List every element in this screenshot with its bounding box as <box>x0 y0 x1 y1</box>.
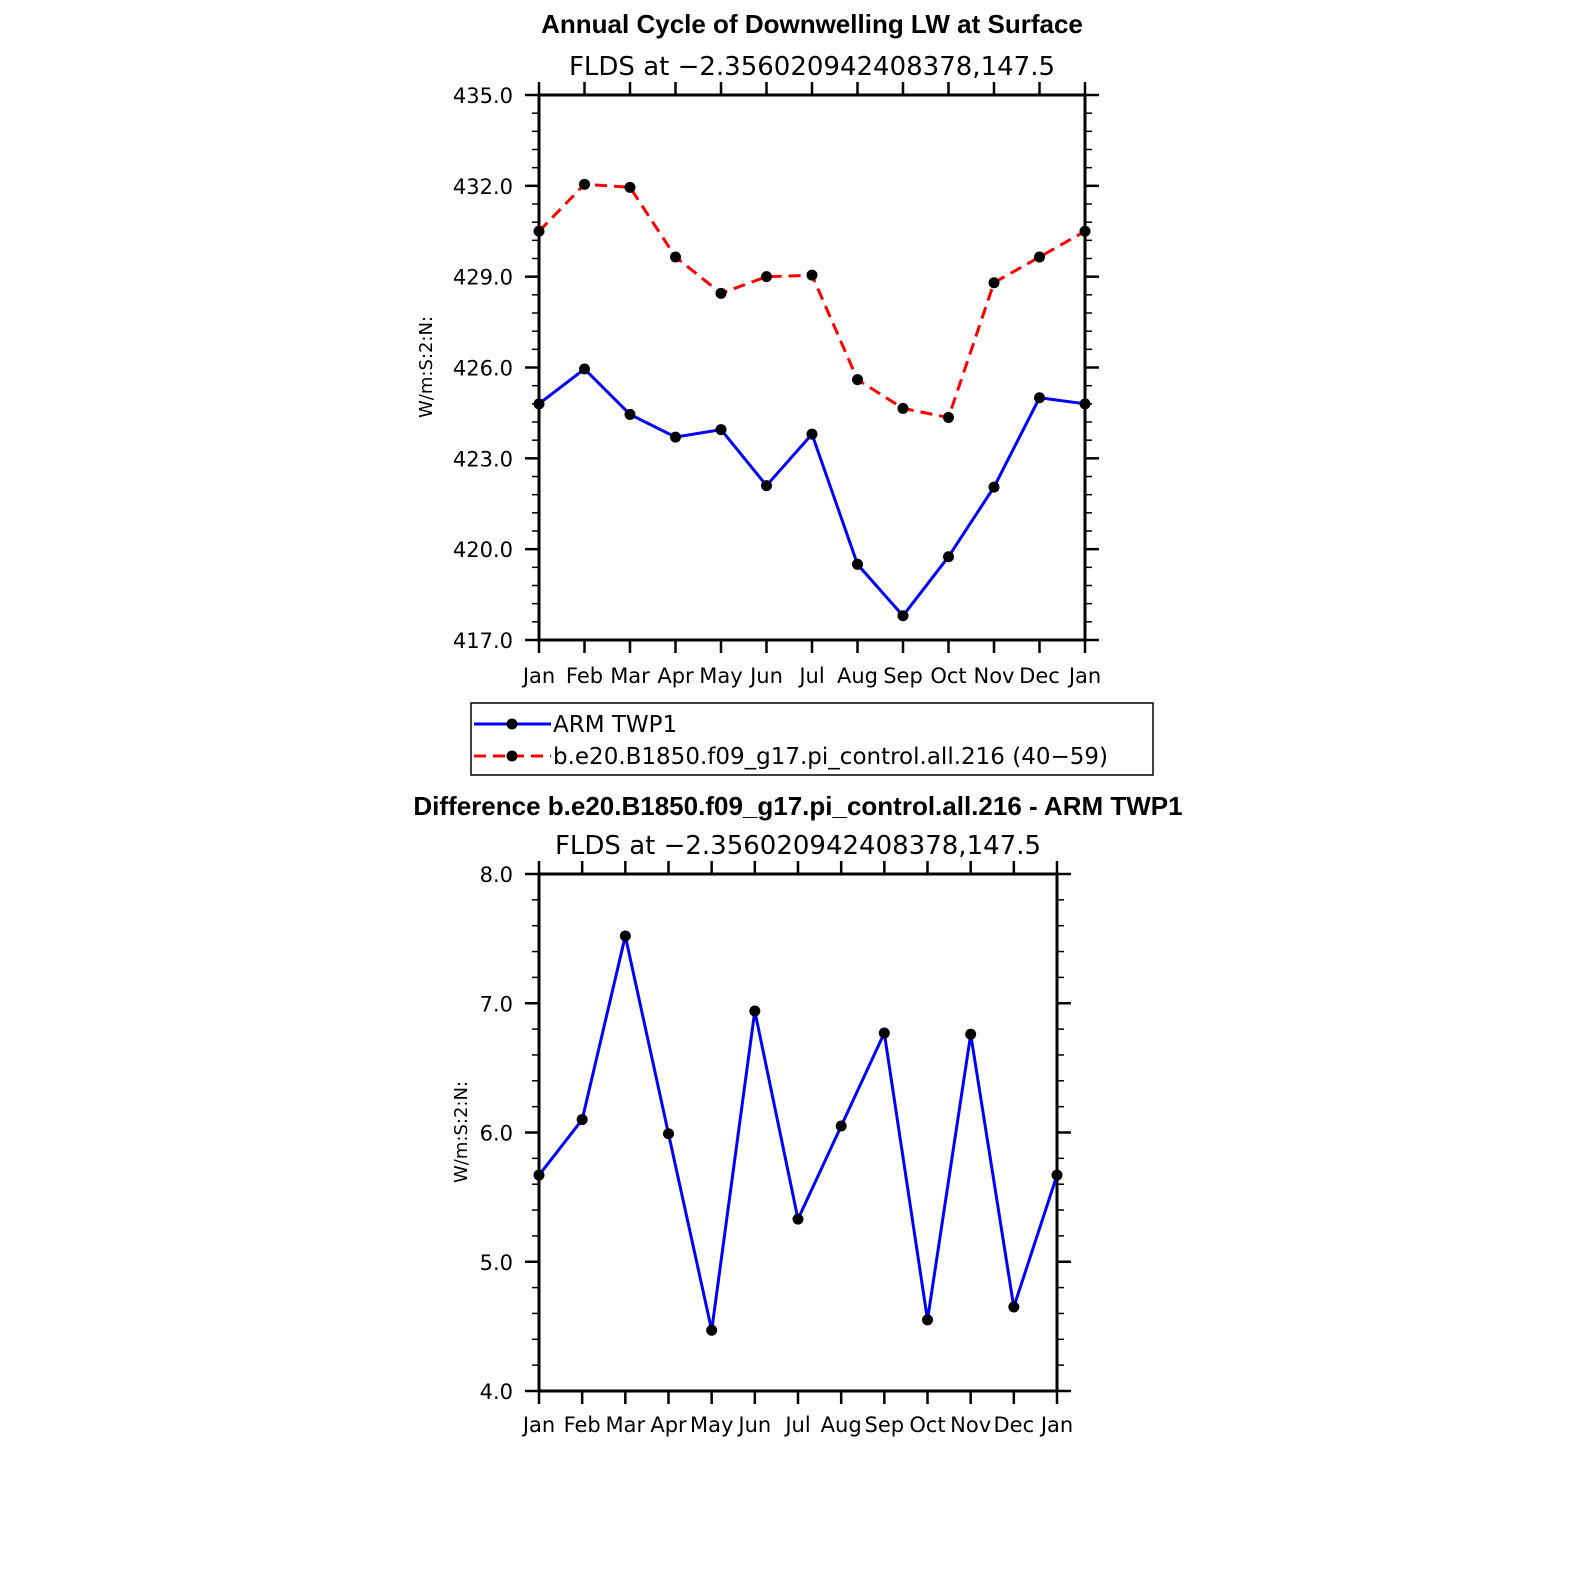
plot-frame <box>537 93 1087 642</box>
data-point <box>533 225 545 237</box>
data-point <box>835 1120 847 1132</box>
data-point <box>624 408 636 420</box>
data-point <box>852 558 863 570</box>
series-line <box>537 935 1059 1331</box>
data-point <box>1034 251 1045 263</box>
data-point <box>988 277 1000 289</box>
x-tick-label: May <box>690 1413 733 1437</box>
x-tick-label: Jul <box>797 664 824 688</box>
y-tick-label: 8.0 <box>480 863 513 887</box>
chart-title: Annual Cycle of Downwelling LW at Surfac… <box>541 9 1083 39</box>
x-tick-label: Nov <box>950 1413 991 1437</box>
legend-label: ARM TWP1 <box>553 712 677 738</box>
data-point <box>670 251 681 263</box>
data-point <box>1034 392 1045 404</box>
x-tick-label: Jul <box>783 1413 810 1437</box>
y-tick-label: 429.0 <box>453 266 513 290</box>
x-tick-label: Nov <box>974 664 1015 688</box>
chart-title: Difference b.e20.B1850.f09_g17.pi_contro… <box>413 791 1182 821</box>
data-point <box>1079 398 1091 410</box>
legend: ARM TWP1 b.e20.B1850.f09_g17.pi_control.a… <box>470 702 1154 776</box>
data-point <box>624 181 636 193</box>
y-tick-label: 420.0 <box>453 538 513 562</box>
x-tick-label: Mar <box>606 1413 646 1437</box>
x-tick-label: Oct <box>930 664 966 688</box>
legend-label: b.e20.B1850.f09_g17.pi_control.all.216 (… <box>553 744 1108 770</box>
x-tick-label: Dec <box>1019 664 1060 688</box>
data-point <box>806 428 818 440</box>
y-tick-label: 432.0 <box>453 175 513 199</box>
x-tick-label: Mar <box>610 664 650 688</box>
y-tick-label: 6.0 <box>480 1122 513 1146</box>
data-point <box>878 1027 890 1039</box>
x-tick-label: Jan <box>521 664 555 688</box>
chart-subtitle: FLDS at −2.356020942408378,147.5 <box>555 831 1041 861</box>
data-point <box>670 431 681 443</box>
data-point <box>965 1028 977 1040</box>
data-point <box>1051 1169 1063 1181</box>
x-tick-label: Sep <box>865 1413 905 1437</box>
data-point <box>943 411 954 423</box>
data-point <box>579 178 590 190</box>
data-point <box>806 269 818 281</box>
y-tick-label: 4.0 <box>480 1380 513 1404</box>
y-tick-label: 426.0 <box>453 357 513 381</box>
series-line <box>537 182 1086 420</box>
y-axis-label: W/m:S:2:N: <box>416 316 437 418</box>
data-point <box>988 481 1000 493</box>
data-point <box>749 1005 761 1017</box>
data-point <box>715 287 727 299</box>
data-point <box>761 480 772 492</box>
chart-subtitle: FLDS at −2.356020942408378,147.5 <box>569 52 1055 82</box>
data-point <box>579 363 590 375</box>
x-tick-label: Jan <box>521 1413 555 1437</box>
data-point <box>922 1314 933 1326</box>
x-tick-label: Feb <box>566 664 603 688</box>
y-tick-label: 417.0 <box>453 629 513 653</box>
x-tick-label: Jun <box>748 664 783 688</box>
x-tick-label: Apr <box>657 664 694 688</box>
data-point <box>943 551 954 563</box>
x-tick-label: Oct <box>909 1413 945 1437</box>
x-tick-label: Jan <box>1039 1413 1073 1437</box>
data-point <box>576 1114 588 1126</box>
data-point <box>897 610 909 622</box>
x-tick-label: Jan <box>1067 664 1101 688</box>
data-point <box>533 1169 545 1181</box>
series-line <box>538 367 1086 619</box>
x-tick-label: Apr <box>650 1413 687 1437</box>
y-tick-label: 5.0 <box>480 1251 513 1275</box>
y-tick-label: 423.0 <box>453 447 513 471</box>
x-tick-label: Feb <box>564 1413 601 1437</box>
x-tick-label: Aug <box>821 1413 862 1437</box>
y-tick-label: 7.0 <box>480 992 513 1016</box>
data-point <box>1008 1301 1020 1313</box>
x-tick-label: Aug <box>837 664 878 688</box>
x-tick-label: May <box>699 664 742 688</box>
legend-box <box>470 702 1154 776</box>
data-point <box>715 424 727 436</box>
data-point <box>897 402 909 414</box>
plot-frame <box>537 872 1059 1393</box>
y-tick-label: 435.0 <box>453 84 513 108</box>
x-tick-label: Jun <box>736 1413 771 1437</box>
difference-chart: Difference b.e20.B1850.f09_g17.pi_contro… <box>413 791 1182 1437</box>
data-point <box>619 930 631 942</box>
legend-marker <box>506 750 518 762</box>
data-point <box>792 1213 804 1225</box>
data-point <box>533 398 545 410</box>
data-point <box>1079 225 1091 237</box>
data-point <box>852 374 863 386</box>
data-point <box>761 271 772 283</box>
annual-cycle-chart: Annual Cycle of Downwelling LW at Surfac… <box>416 9 1101 688</box>
x-tick-label: Dec <box>994 1413 1035 1437</box>
legend-marker <box>506 718 518 730</box>
x-tick-label: Sep <box>883 664 923 688</box>
data-point <box>663 1128 674 1140</box>
y-axis-label: W/m:S:2:N: <box>451 1081 472 1183</box>
data-point <box>706 1324 718 1336</box>
